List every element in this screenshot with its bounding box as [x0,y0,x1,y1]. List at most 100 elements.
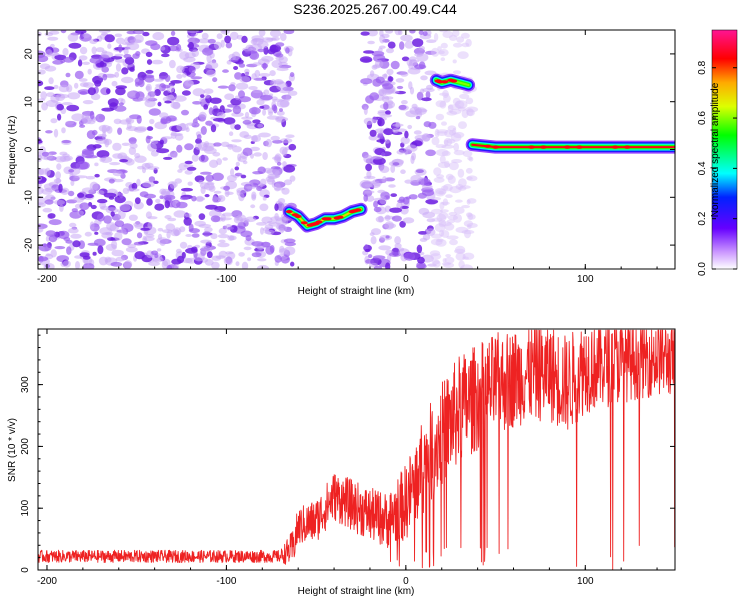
noise-blob [181,90,191,96]
signal-peak [285,210,293,214]
noise-blob [379,196,387,205]
noise-blob [92,251,97,256]
noise-blob [435,144,447,149]
signal-peak [611,145,619,149]
noise-blob [79,91,88,95]
noise-blob [141,162,151,170]
noise-blob [252,89,262,94]
noise-blob [441,262,452,266]
noise-blob [50,249,57,258]
noise-blob [90,204,97,210]
noise-blob [121,67,129,75]
noise-blob [240,218,250,223]
noise-blob [227,226,235,230]
noise-blob [390,164,396,173]
noise-blob [400,71,409,77]
noise-blob [426,39,437,43]
noise-blob [48,219,62,226]
noise-blob [217,234,230,239]
noise-blob [421,97,432,102]
noise-blob [408,62,414,70]
noise-blob [390,193,398,198]
noise-blob [114,105,127,112]
noise-blob [159,139,164,145]
noise-blob [66,104,80,112]
noise-blob [191,49,199,57]
noise-blob [96,213,105,222]
noise-blob [90,93,101,101]
noise-blob [108,178,115,184]
noise-blob [109,162,121,166]
noise-blob [133,241,145,246]
noise-blob [269,70,276,77]
noise-blob [369,92,380,101]
noise-blob [259,203,269,212]
noise-blob [48,235,58,243]
noise-blob [92,144,102,149]
noise-blob [125,246,138,253]
noise-blob [38,182,42,188]
noise-blob [431,47,440,57]
noise-blob [383,223,397,229]
noise-blob [359,56,373,63]
noise-blob [445,194,453,199]
noise-blob [114,232,123,241]
noise-blob [274,153,282,162]
noise-blob [93,238,106,247]
noise-blob [253,152,262,157]
snr-axes: -200 -100 0 100 0 100 200 300 [20,329,675,587]
noise-blob [416,91,424,101]
noise-blob [208,209,222,218]
noise-blob [146,126,154,131]
snr-panel: -200 -100 0 100 0 100 200 300 Height of straigh… [7,328,676,597]
noise-blob [373,206,382,213]
x-tick-label: 100 [577,274,594,285]
noise-blob [274,255,282,263]
noise-blob [417,192,427,199]
noise-blob [188,66,196,74]
noise-blob [416,244,423,254]
noise-blob [430,238,443,246]
noise-blob [206,61,219,70]
noise-blob [206,251,213,259]
noise-blob [384,177,396,182]
noise-blob [438,50,445,55]
noise-blob [261,241,271,248]
noise-blob [279,227,285,234]
noise-blob [112,142,122,151]
noise-blob [465,167,473,174]
noise-blob [62,47,69,56]
noise-blob [161,84,171,89]
noise-blob [371,228,381,236]
noise-blob [118,102,124,106]
noise-blob [365,259,374,264]
noise-blob [164,100,172,104]
noise-blob [233,66,239,70]
noise-blob [412,38,424,47]
noise-blob [285,134,295,138]
noise-blob [389,252,401,257]
noise-blob [209,159,219,168]
noise-blob [100,205,110,211]
noise-blob [363,194,369,202]
noise-blob [47,36,59,41]
snr-line [38,329,675,570]
noise-blob [162,96,172,102]
noise-blob [198,180,204,185]
y-tick-label: 100 [20,499,31,516]
noise-blob [200,171,212,175]
noise-blob [457,51,469,59]
noise-blob [261,216,273,224]
noise-blob [363,154,374,164]
noise-blob [169,59,176,69]
noise-blob [224,189,230,197]
signal-track-c [465,138,675,154]
noise-blob [459,93,470,99]
noise-blob [259,182,264,188]
colorbar-tick-label: 0.4 [697,161,708,175]
noise-blob [420,75,428,81]
noise-blob [134,30,143,34]
noise-blob [388,184,396,188]
noise-blob [144,75,155,83]
noise-blob [117,127,123,135]
